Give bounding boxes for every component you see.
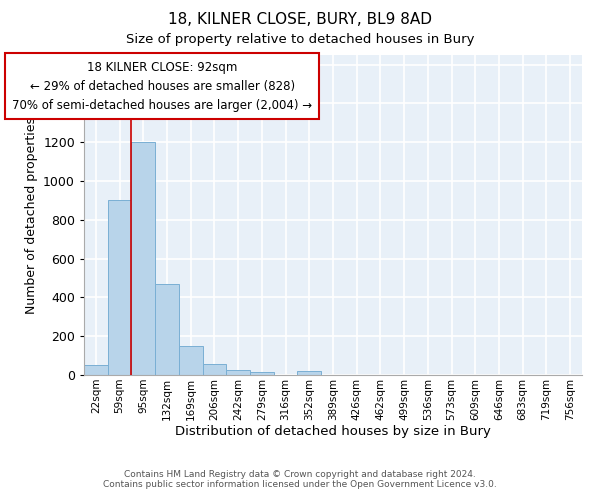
Bar — [226, 370, 250, 375]
Bar — [250, 372, 274, 375]
Bar — [108, 200, 131, 375]
Bar — [179, 346, 203, 375]
Bar — [84, 366, 108, 375]
X-axis label: Distribution of detached houses by size in Bury: Distribution of detached houses by size … — [175, 426, 491, 438]
Text: 18 KILNER CLOSE: 92sqm
← 29% of detached houses are smaller (828)
70% of semi-de: 18 KILNER CLOSE: 92sqm ← 29% of detached… — [12, 60, 313, 112]
Text: Size of property relative to detached houses in Bury: Size of property relative to detached ho… — [126, 32, 474, 46]
Bar — [203, 364, 226, 375]
Bar — [298, 371, 321, 375]
Bar — [155, 284, 179, 375]
Text: Contains HM Land Registry data © Crown copyright and database right 2024.
Contai: Contains HM Land Registry data © Crown c… — [103, 470, 497, 489]
Text: 18, KILNER CLOSE, BURY, BL9 8AD: 18, KILNER CLOSE, BURY, BL9 8AD — [168, 12, 432, 28]
Y-axis label: Number of detached properties: Number of detached properties — [25, 116, 38, 314]
Bar — [131, 142, 155, 375]
